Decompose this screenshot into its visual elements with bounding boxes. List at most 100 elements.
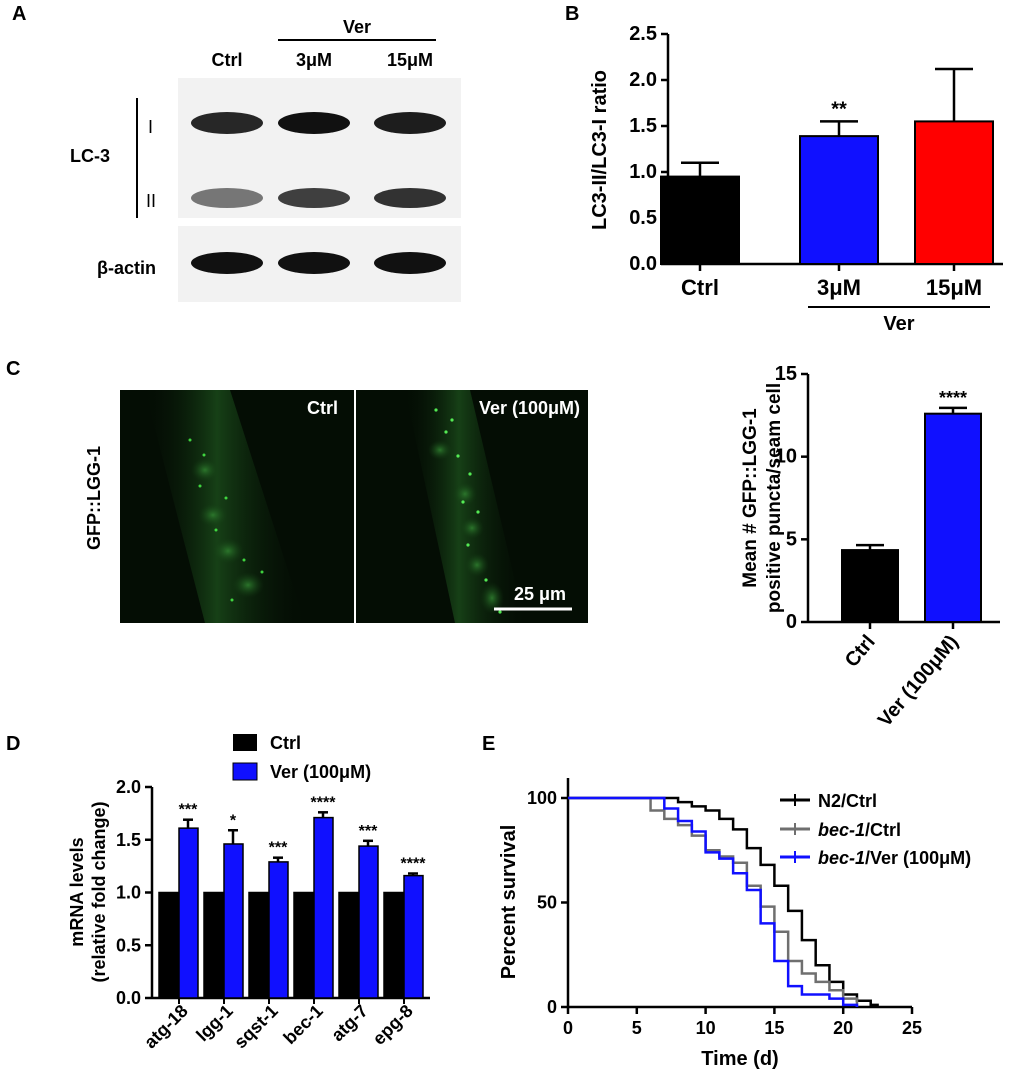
x-tick-label: sqst-1: [230, 1001, 282, 1053]
y-tick-label: 10: [775, 446, 797, 468]
panel-d-letter: D: [6, 733, 20, 755]
bar-ver: [268, 861, 289, 999]
micrograph-ver: Ver (100μM) 25 μm: [356, 390, 588, 623]
bar-ctrl: [158, 891, 179, 999]
band-lc3-i: [191, 112, 263, 134]
y-tick-label: 0: [547, 997, 557, 1017]
scale-bar-label: 25 μm: [514, 584, 566, 604]
x-tick-label: 0: [563, 1018, 573, 1038]
lane-label-15um: 15μM: [387, 50, 433, 70]
significance-label: ***: [359, 823, 378, 840]
x-axis-label: Time (d): [701, 1048, 778, 1070]
lc3-label: LC-3: [70, 146, 110, 166]
survival-curve: [568, 796, 859, 1007]
y-tick-label: 2.0: [629, 69, 657, 91]
x-tick-label: 15μM: [926, 275, 982, 300]
chart-d: 0.00.51.01.52.0***atg-18*lgg-1***sqst-1*…: [67, 777, 430, 1052]
legend-e: N2/Ctrl bec-1/Ctrl bec-1/Ver (100μM): [780, 791, 971, 868]
legend-label-n2: N2/Ctrl: [818, 791, 877, 811]
actin-label: β-actin: [97, 258, 156, 278]
y-axis-label-line2: (relative fold change): [89, 801, 109, 982]
bar-ctrl: [383, 891, 404, 999]
y-tick-label: 50: [537, 893, 557, 913]
significance-label: *: [230, 812, 237, 829]
panel-b-letter: B: [565, 3, 579, 25]
legend-rest-bec-ver: /Ver (100μM): [865, 848, 971, 868]
chart-b: 0.0 0.5 1.0 1.5 2.0 2.5 Ctrl 3μM ** 15μM Ver LC3-II…: [589, 23, 1003, 335]
panel-a: A Ver Ctrl 3μM 15μM LC-3 I II β-actin: [12, 3, 461, 302]
x-tick-label: atg-7: [327, 1001, 372, 1046]
y-tick-label: 0.5: [116, 935, 141, 955]
band-actin: [278, 252, 350, 274]
bar: [799, 135, 879, 265]
x-tick-label: Ctrl: [681, 275, 719, 300]
panel-b: B 0.0 0.5 1.0 1.5 2.0 2.5 Ctrl 3μM ** 15μM Ver LC3-…: [565, 3, 1003, 335]
panel-c: C GFP::LGG-1: [6, 358, 1000, 731]
panel-e-letter: E: [482, 733, 495, 755]
band-lc3-ii: [191, 188, 263, 208]
significance-label: ***: [179, 802, 198, 819]
significance-label: ****: [311, 794, 337, 811]
x-tick-label: 10: [696, 1018, 716, 1038]
band-actin: [374, 252, 446, 274]
bar-ver: [358, 845, 379, 999]
x-tick-label: Ver (100μM): [874, 631, 963, 731]
stain-label: GFP::LGG-1: [84, 446, 104, 550]
x-tick-label: bec-1: [279, 1001, 326, 1048]
bar: [660, 175, 740, 266]
significance-label: ****: [939, 388, 967, 408]
y-tick-label: 5: [786, 528, 797, 550]
image-label-ctrl: Ctrl: [307, 398, 338, 418]
legend-swatch-ver: [232, 762, 258, 781]
survival-curve: [568, 796, 859, 1007]
legend-label-ver: Ver (100μM): [270, 762, 371, 782]
bar-ctrl: [248, 891, 269, 999]
bar: [914, 120, 994, 266]
band-label-ii: II: [146, 191, 156, 211]
group-label: Ver: [883, 313, 914, 335]
y-axis-label: LC3-II/LC3-I ratio: [589, 70, 611, 230]
y-axis-label-line1: mRNA levels: [67, 837, 87, 946]
y-tick-label: 0: [786, 611, 797, 633]
blot-bands: [191, 112, 446, 274]
legend-label-ctrl: Ctrl: [270, 733, 301, 753]
y-tick-label: 2.0: [116, 777, 141, 797]
legend-label-bec-ctrl: bec-1/Ctrl: [818, 820, 901, 840]
x-tick-label: Ctrl: [841, 631, 880, 672]
bar-ctrl: [293, 891, 314, 999]
bar-ctrl: [338, 891, 359, 999]
band-label-i: I: [148, 117, 153, 137]
y-tick-label: 0.0: [116, 988, 141, 1008]
y-axis-label-line1: Mean # GFP::LGG-1: [740, 408, 761, 588]
y-tick-label: 1.0: [629, 161, 657, 183]
band-lc3-ii: [278, 188, 350, 208]
band-lc3-ii: [374, 188, 446, 208]
legend-swatch-ctrl: [233, 734, 257, 751]
lane-label-ctrl: Ctrl: [212, 50, 243, 70]
survival-curve: [568, 796, 879, 1007]
chart-e: 0 50 100 0 5 10 15 20 25 Time (d) Percent survival: [498, 778, 922, 1070]
legend-label-bec-ver: bec-1/Ver (100μM): [818, 848, 971, 868]
y-tick-label: 2.5: [629, 23, 657, 45]
x-tick-label: 5: [632, 1018, 642, 1038]
panel-c-letter: C: [6, 358, 20, 380]
bar-ver: [223, 843, 244, 999]
band-lc3-i: [278, 112, 350, 134]
bar-ver: [403, 874, 424, 999]
y-tick-label: 0.5: [629, 207, 657, 229]
significance-label: ***: [269, 840, 288, 857]
x-tick-label: 15: [764, 1018, 784, 1038]
micrograph-ctrl: Ctrl: [120, 390, 354, 623]
image-label-ver: Ver (100μM): [479, 398, 580, 418]
panel-d: D Ctrl Ver (100μM) 0.0 0.5 1.0 1.5 2.0 *** atg…: [6, 733, 430, 1052]
band-actin: [191, 252, 263, 274]
panel-a-letter: A: [12, 3, 26, 25]
bar-ctrl: [203, 891, 224, 999]
ver-group-label: Ver: [343, 17, 371, 37]
band-lc3-i: [374, 112, 446, 134]
bar-ver: [313, 816, 334, 999]
y-tick-label: 0.0: [629, 253, 657, 275]
significance-label: **: [831, 98, 847, 120]
legend-italic-bec-ver: bec-1: [818, 848, 865, 868]
